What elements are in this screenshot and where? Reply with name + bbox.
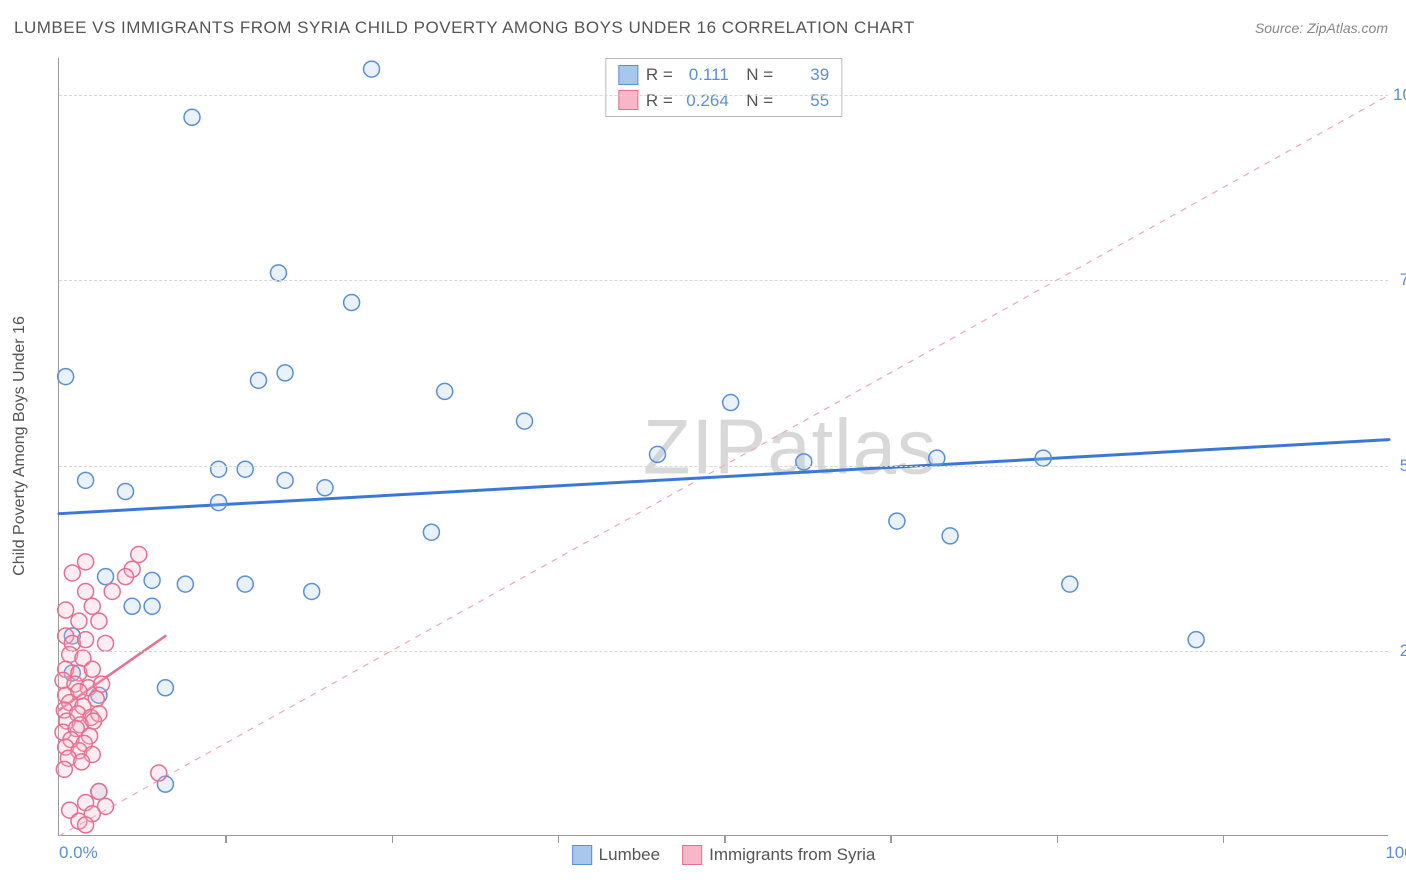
chart-plot-area: ZIPatlas R = 0.111 N = 39 R = 0.264 N = … <box>58 58 1388 836</box>
x-tick-mark <box>724 835 726 843</box>
stats-n-label: N = <box>737 88 773 114</box>
legend-swatch-lumbee <box>572 845 592 865</box>
y-tick-label: 100.0% <box>1393 85 1406 105</box>
y-tick-label: 50.0% <box>1393 456 1406 476</box>
y-axis-label: Child Poverty Among Boys Under 16 <box>11 316 29 576</box>
stats-n-value-2: 55 <box>781 88 829 114</box>
grid-line <box>59 466 1388 467</box>
source-attribution: Source: ZipAtlas.com <box>1255 20 1388 36</box>
stats-legend-box: R = 0.111 N = 39 R = 0.264 N = 55 <box>605 58 842 117</box>
legend-label-2: Immigrants from Syria <box>709 845 875 865</box>
legend-swatch-syria <box>682 845 702 865</box>
legend-swatch-1 <box>618 65 638 85</box>
x-tick-mark <box>1223 835 1225 843</box>
stats-row-series-1: R = 0.111 N = 39 <box>618 62 829 88</box>
y-tick-label: 75.0% <box>1393 270 1406 290</box>
x-tick-mark <box>558 835 560 843</box>
x-tick-mark <box>225 835 227 843</box>
stats-n-label: N = <box>737 62 773 88</box>
series-legend: Lumbee Immigrants from Syria <box>572 845 876 865</box>
legend-label-1: Lumbee <box>599 845 660 865</box>
legend-swatch-2 <box>618 90 638 110</box>
legend-item-1: Lumbee <box>572 845 660 865</box>
x-tick-mark <box>1057 835 1059 843</box>
y-tick-label: 25.0% <box>1393 641 1406 661</box>
grid-line <box>59 651 1388 652</box>
legend-item-2: Immigrants from Syria <box>682 845 875 865</box>
x-tick-mark <box>890 835 892 843</box>
stats-n-value-1: 39 <box>781 62 829 88</box>
x-tick-mark <box>392 835 394 843</box>
stats-r-label: R = <box>646 88 673 114</box>
x-tick-min-label: 0.0% <box>59 843 98 863</box>
stats-row-series-2: R = 0.264 N = 55 <box>618 88 829 114</box>
chart-title: LUMBEE VS IMMIGRANTS FROM SYRIA CHILD PO… <box>14 18 915 38</box>
stats-r-label: R = <box>646 62 673 88</box>
x-tick-max-label: 100.0% <box>1385 843 1406 863</box>
scatter-plot-svg <box>59 58 1388 835</box>
stats-r-value-1: 0.111 <box>681 62 729 88</box>
grid-line <box>59 95 1388 96</box>
stats-r-value-2: 0.264 <box>681 88 729 114</box>
grid-line <box>59 280 1388 281</box>
